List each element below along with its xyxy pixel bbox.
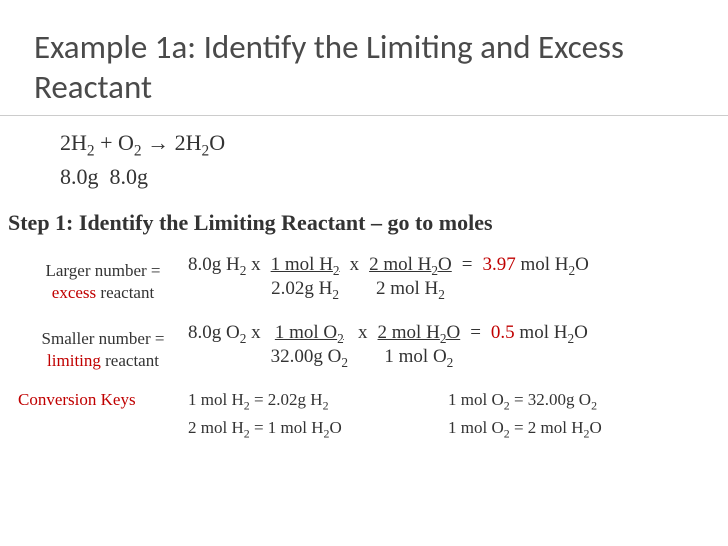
calculation-grid: Larger number = excess reactant 8.0g H2 … (0, 254, 728, 372)
h2-frac1-num: 1 mol H2 (271, 254, 340, 278)
h2-frac2: 2 mol H2O 2 mol H2 (369, 254, 452, 302)
calc-row-o2: 8.0g O2 x 1 mol O2 32.00g O2 x 2 mol H2O… (188, 322, 704, 372)
limiting-label: Smaller number = limiting reactant (18, 322, 188, 372)
step-heading: Step 1: Identify the Limiting Reactant –… (0, 206, 728, 240)
h2-frac1-den: 2.02g H2 (271, 278, 339, 302)
mass-h2: 8.0g (60, 164, 99, 189)
given-masses: 8.0g 8.0g (60, 162, 728, 192)
conv-k1: 1 mol H2 = 2.02g H2 (188, 390, 448, 413)
o2-result-val: 0.5 (491, 322, 515, 343)
h2-frac2-den: 2 mol H2 (376, 278, 445, 302)
smaller-post: reactant (101, 351, 159, 370)
h2-mid: x (350, 254, 360, 276)
o2-mid: x (358, 322, 368, 344)
h2-result: 3.97 mol H2O (482, 254, 588, 279)
conv-k2: 1 mol O2 = 32.00g O2 (448, 390, 710, 413)
calc-row-h2: 8.0g H2 x 1 mol H2 2.02g H2 x 2 mol H2O … (188, 254, 704, 304)
excess-label: Larger number = excess reactant (18, 254, 188, 304)
o2-eq: = (470, 322, 481, 344)
chemical-equation: 2H2 + O2 → 2H2O (60, 128, 728, 162)
conversion-label: Conversion Keys (18, 390, 188, 413)
equation-block: 2H2 + O2 → 2H2O 8.0g 8.0g (0, 128, 728, 192)
o2-frac1-num: 1 mol O2 (275, 322, 344, 346)
h2-frac1: 1 mol H2 2.02g H2 (271, 254, 340, 302)
slide-title: Example 1a: Identify the Limiting and Ex… (0, 0, 728, 116)
larger-post: reactant (96, 283, 154, 302)
o2-frac2-num: 2 mol H2O (378, 322, 461, 346)
larger-pre: Larger number = (45, 261, 160, 280)
conversion-keys: Conversion Keys 1 mol H2 = 2.02g H2 1 mo… (0, 372, 728, 441)
conv-k4: 1 mol O2 = 2 mol H2O (448, 418, 710, 441)
o2-frac2-den: 1 mol O2 (384, 346, 453, 370)
limiting-word: limiting (47, 351, 101, 370)
h2-eq: = (462, 254, 473, 276)
h2-result-unit: mol H2O (516, 254, 589, 275)
h2-start: 8.0g H2 x (188, 254, 261, 279)
smaller-pre: Smaller number = (42, 329, 165, 348)
mass-o2: 8.0g (110, 164, 149, 189)
conv-k3: 2 mol H2 = 1 mol H2O (188, 418, 448, 441)
h2-frac2-num: 2 mol H2O (369, 254, 452, 278)
o2-frac1-den: 32.00g O2 (271, 346, 348, 370)
o2-result: 0.5 mol H2O (491, 322, 588, 347)
h2-result-val: 3.97 (482, 254, 515, 275)
o2-frac2: 2 mol H2O 1 mol O2 (378, 322, 461, 370)
o2-frac1: 1 mol O2 32.00g O2 (271, 322, 348, 370)
o2-result-unit: mol H2O (515, 322, 588, 343)
o2-start: 8.0g O2 x (188, 322, 261, 347)
excess-word: excess (52, 283, 96, 302)
